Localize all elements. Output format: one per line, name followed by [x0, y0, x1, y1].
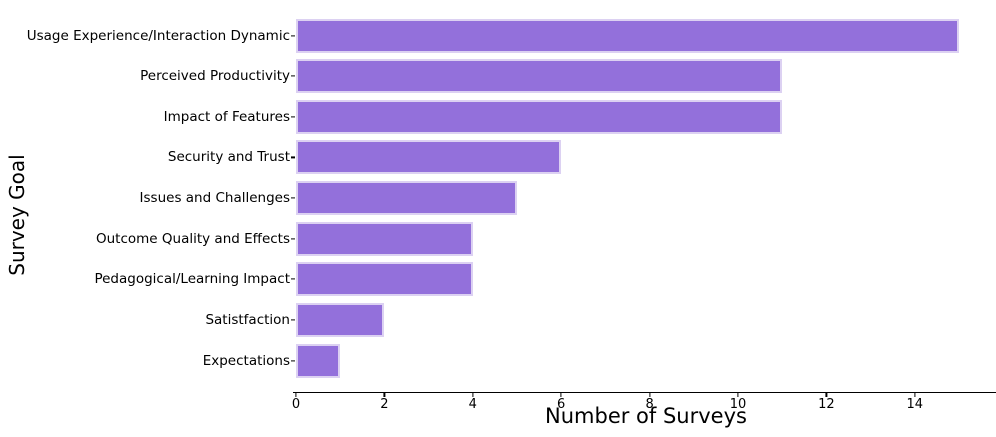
x-tick-label: 6	[557, 397, 566, 412]
bar-4	[296, 140, 562, 175]
x-tick-mark	[649, 393, 651, 397]
x-tick-label: 14	[906, 397, 924, 412]
x-tick-label: 8	[645, 397, 654, 412]
x-tick-mark	[295, 393, 297, 397]
y-tick-mark	[291, 238, 295, 240]
category-label: Pedagogical/Learning Impact	[94, 271, 290, 288]
bar-1	[296, 18, 959, 53]
y-tick-mark	[291, 197, 295, 199]
y-axis-title: Survey Goal	[5, 154, 29, 276]
x-tick-mark	[383, 393, 385, 397]
y-tick-mark	[291, 116, 295, 118]
x-tick-mark	[472, 393, 474, 397]
x-tick-label: 10	[729, 397, 747, 412]
x-tick-mark	[825, 393, 827, 397]
x-tick-label: 12	[818, 397, 835, 412]
category-label: Usage Experience/Interaction Dynamic	[26, 27, 290, 44]
y-tick-mark	[291, 34, 295, 37]
category-label: Perceived Productivity	[140, 68, 290, 85]
y-tick-mark	[291, 156, 295, 158]
bar-7	[296, 262, 473, 297]
x-axis-line	[293, 392, 996, 394]
category-label: Satistfaction	[205, 311, 290, 328]
category-label: Security and Trust	[167, 149, 290, 166]
bar-2	[296, 59, 783, 94]
y-tick-mark	[291, 75, 295, 77]
x-tick-mark	[560, 393, 562, 397]
category-label: Impact of Features	[163, 108, 290, 125]
x-tick-label: 2	[380, 397, 389, 412]
category-label: Issues and Challenges	[139, 190, 290, 206]
y-tick-mark	[291, 319, 295, 321]
bar-3	[296, 99, 783, 134]
category-label: Outcome Quality and Effects	[95, 230, 290, 247]
x-tick-label: 4	[468, 397, 477, 412]
bar-9	[296, 343, 341, 378]
x-tick-mark	[737, 393, 739, 397]
category-label: Expectations	[202, 352, 290, 369]
x-tick-mark	[914, 393, 916, 397]
bar-8	[296, 302, 385, 337]
x-tick-label: 0	[291, 397, 301, 412]
x-axis-title: Number of Surveys	[545, 404, 747, 428]
bar-6	[296, 221, 473, 256]
y-tick-mark	[291, 359, 295, 362]
bar-5	[296, 181, 517, 215]
y-tick-mark	[291, 278, 295, 280]
